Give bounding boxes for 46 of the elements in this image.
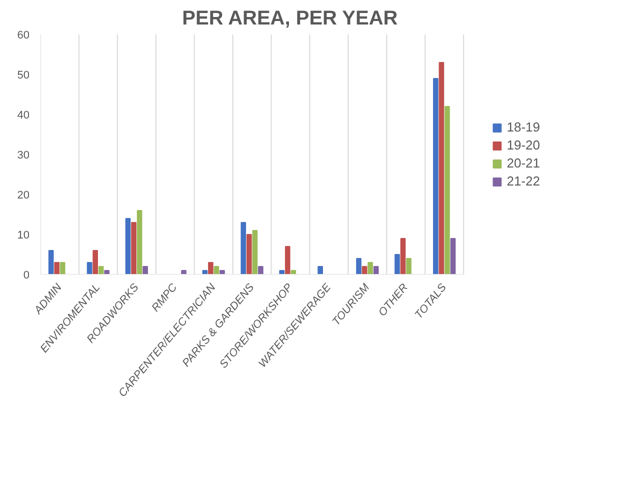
y-tick-label: 50: [17, 70, 30, 82]
bar: [362, 266, 368, 274]
bar: [142, 266, 148, 274]
bar: [450, 238, 456, 274]
bar: [48, 250, 54, 274]
bar: [98, 266, 104, 274]
legend-label: 21-22: [506, 174, 540, 188]
bar: [220, 270, 225, 274]
bar: [54, 262, 60, 274]
y-tick-label: 40: [17, 110, 30, 122]
bar: [433, 78, 438, 274]
bar: [394, 254, 400, 274]
bar: [125, 218, 131, 274]
bar: [406, 258, 412, 274]
y-tick-label: 60: [17, 30, 30, 42]
bar: [136, 210, 142, 274]
legend-label: 20-21: [506, 156, 540, 170]
bar: [279, 270, 285, 274]
bar: [246, 234, 252, 274]
y-tick-label: 10: [17, 230, 30, 242]
bar: [400, 238, 406, 274]
y-tick-label: 20: [17, 190, 30, 202]
bar: [438, 62, 444, 274]
bar: [240, 222, 246, 274]
chart-title: PER AREA, PER YEAR: [182, 8, 398, 30]
bar: [356, 258, 362, 274]
legend-label: 19-20: [506, 138, 540, 152]
bar: [104, 270, 110, 274]
bar: [318, 266, 323, 274]
bar: [181, 270, 186, 274]
bar: [86, 262, 92, 274]
bar: [444, 106, 450, 274]
y-tick-label: 30: [17, 150, 30, 162]
bar: [214, 266, 220, 274]
bar: [290, 270, 296, 274]
bar: [92, 250, 98, 274]
bar: [131, 222, 136, 274]
bar: [60, 262, 66, 274]
legend-label: 18-19: [506, 120, 540, 134]
bar: [258, 266, 264, 274]
y-tick-label: 0: [23, 270, 30, 282]
bar: [373, 266, 379, 274]
bar: [252, 230, 258, 274]
bar: [284, 246, 290, 274]
bar: [208, 262, 214, 274]
bar: [368, 262, 373, 274]
